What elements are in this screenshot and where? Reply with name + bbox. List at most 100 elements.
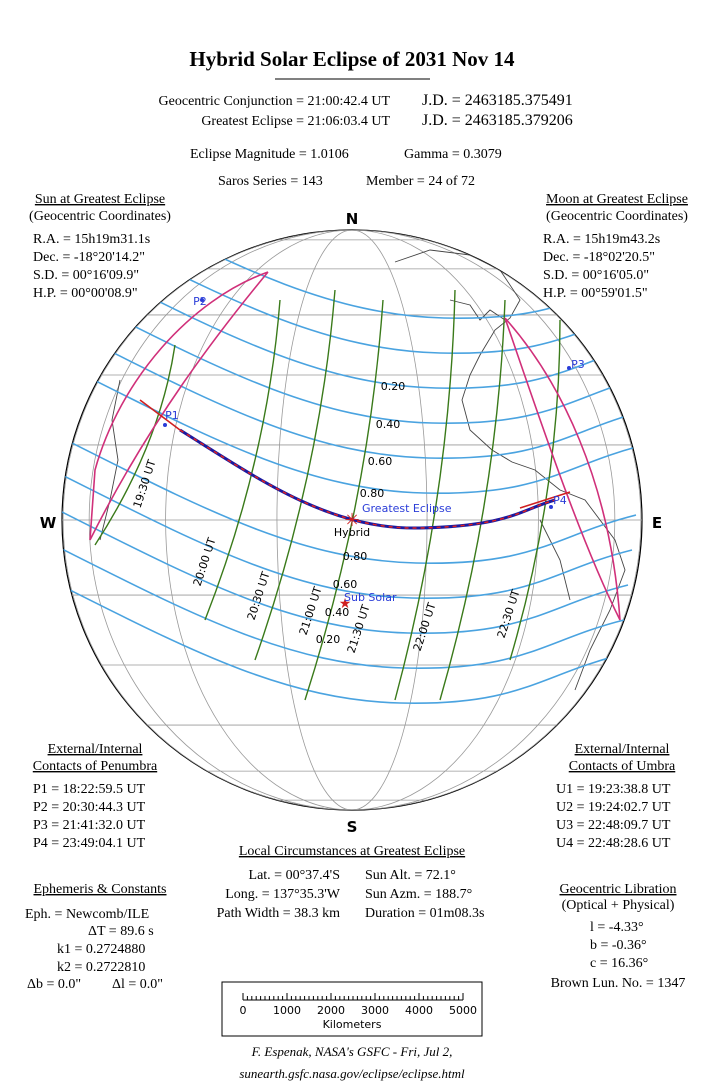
label: S.D. = 00°16'05.0" (543, 268, 649, 283)
label: U3 = 22:48:09.7 UT (556, 818, 671, 833)
label: 0.40 (325, 606, 350, 619)
contact-point (200, 298, 204, 302)
label: Dec. = -18°20'14.2" (33, 250, 145, 265)
label: P1 (165, 409, 179, 422)
label: 2000 (317, 1004, 345, 1017)
label: Δl = 0.0" (112, 977, 163, 992)
label: Gamma = 0.3079 (404, 147, 502, 162)
time-line (304, 299, 384, 701)
label: W (40, 514, 57, 532)
label: Sub Solar (344, 591, 397, 604)
magnitude-line (62, 539, 625, 669)
label: Sun Azm. = 188.7° (365, 887, 472, 902)
label: Greatest Eclipse (362, 502, 452, 515)
label: H.P. = 00°59'01.5" (543, 286, 648, 301)
subsolar-marker: ★ (339, 597, 352, 612)
label: Greatest Eclipse = 21:06:03.4 UT (201, 114, 390, 129)
label: N (346, 210, 359, 228)
label: (Optical + Physical) (562, 898, 675, 913)
label: Duration = 01m08.3s (365, 906, 485, 921)
greatest-marker: ✳ (344, 510, 359, 530)
label: Path Width = 38.3 km (217, 906, 340, 921)
meridian (276, 230, 428, 810)
time-line (254, 289, 336, 661)
contact-point (567, 366, 571, 370)
label: 0.80 (360, 487, 385, 500)
label: 0.20 (316, 633, 341, 646)
label: (Geocentric Coordinates) (29, 209, 171, 224)
magnitude-line (62, 504, 629, 634)
label: sunearth.gsfc.nasa.gov/eclipse/eclipse.h… (239, 1066, 465, 1081)
label: Hybrid Solar Eclipse of 2031 Nov 14 (189, 47, 515, 71)
label: 5000 (449, 1004, 477, 1017)
central-path-dashes (179, 429, 556, 529)
label: Contacts of Penumbra (33, 759, 158, 774)
label: J.D. = 2463185.379206 (422, 112, 573, 129)
magnitude-line (75, 259, 642, 389)
magnitude-line (62, 434, 637, 564)
time-line (394, 289, 456, 701)
label: Local Circumstances at Greatest Eclipse (239, 844, 465, 859)
label: External/Internal (575, 742, 670, 757)
label: P4 (553, 494, 567, 507)
label: Kilometers (323, 1018, 382, 1031)
label: H.P. = 00°00'08.9" (33, 286, 138, 301)
label: R.A. = 15h19m31.1s (33, 232, 150, 247)
label: 0.60 (368, 455, 393, 468)
label: E (652, 514, 662, 532)
label: P3 (571, 358, 585, 371)
label: 4000 (405, 1004, 433, 1017)
time-line (94, 344, 176, 546)
label: U2 = 19:24:02.7 UT (556, 800, 671, 815)
label: U1 = 19:23:38.8 UT (556, 782, 671, 797)
label: 1000 (273, 1004, 301, 1017)
label: Member = 24 of 72 (366, 174, 475, 189)
penumbra-limit (504, 317, 621, 621)
label: Eclipse Magnitude = 1.0106 (190, 147, 349, 162)
label: k2 = 0.2722810 (57, 960, 145, 975)
label: S (347, 818, 358, 836)
label: P3 = 21:41:32.0 UT (33, 818, 146, 833)
globe: ✳★ (61, 229, 643, 811)
label: Geocentric Conjunction = 21:00:42.4 UT (159, 94, 391, 109)
label: P1 = 18:22:59.5 UT (33, 782, 146, 797)
label: c = 16.36° (590, 956, 648, 971)
label: 0.40 (376, 418, 401, 431)
label: J.D. = 2463185.375491 (422, 92, 573, 109)
magnitude-line (62, 469, 633, 599)
label: Saros Series = 143 (218, 174, 323, 189)
label: External/Internal (48, 742, 143, 757)
label: Δb = 0.0" (27, 977, 81, 992)
magnitude-line (71, 294, 642, 424)
magnitude-line (62, 574, 621, 704)
label: 3000 (361, 1004, 389, 1017)
label: Long. = 137°35.3'W (225, 887, 341, 902)
contact-point (163, 423, 167, 427)
label: U4 = 22:48:28.6 UT (556, 836, 671, 851)
label: Brown Lun. No. = 1347 (551, 976, 686, 991)
scale-box (221, 981, 483, 1037)
penumbra-limit (89, 271, 269, 541)
contact-point (549, 505, 553, 509)
label: ΔT = 89.6 s (88, 924, 154, 939)
label: Sun Alt. = 72.1° (365, 868, 456, 883)
label: b = -0.36° (590, 938, 647, 953)
label: P4 = 23:49:04.1 UT (33, 836, 146, 851)
label: k1 = 0.2724880 (57, 942, 145, 957)
meridian (88, 230, 616, 810)
label: Ephemeris & Constants (34, 882, 167, 897)
label: S.D. = 00°16'09.9" (33, 268, 139, 283)
path-limit (139, 399, 571, 509)
label: Contacts of Umbra (569, 759, 676, 774)
label: Dec. = -18°02'20.5" (543, 250, 655, 265)
time-line (204, 299, 281, 621)
label: Eph. = Newcomb/ILE (25, 907, 149, 922)
label: l = -4.33° (590, 920, 644, 935)
label: (Geocentric Coordinates) (546, 209, 688, 224)
label: Sun at Greatest Eclipse (35, 192, 165, 207)
meridian (62, 230, 642, 810)
magnitude-line (67, 329, 642, 459)
label: Moon at Greatest Eclipse (546, 192, 688, 207)
time-line (509, 319, 561, 661)
